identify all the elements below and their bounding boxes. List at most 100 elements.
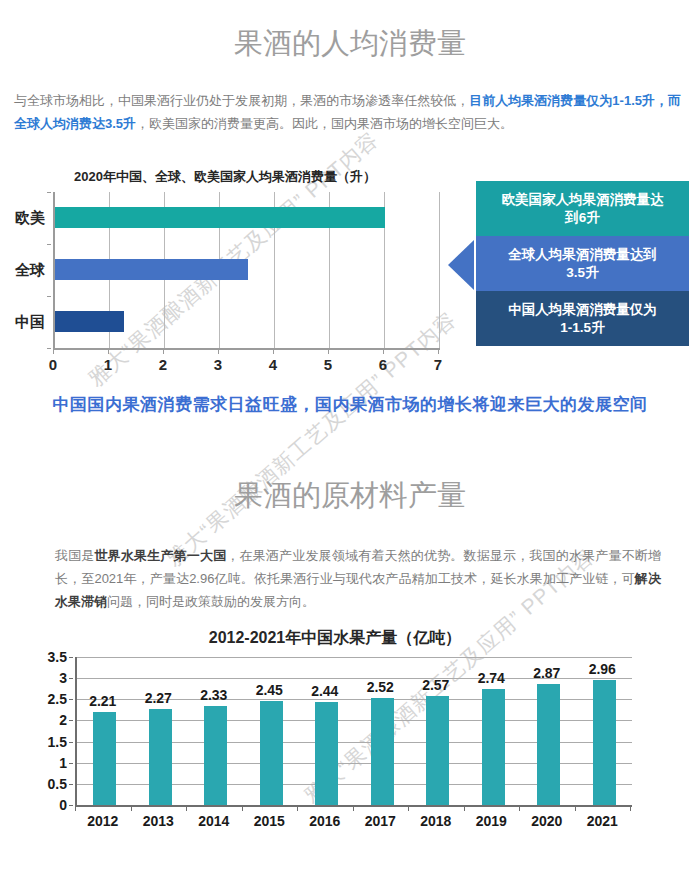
axis-tick (519, 807, 520, 811)
page: 雅大“果酒酿酒新工艺及应用” PPT内容雅大“果酒酿酒新工艺及应用” PPT内容… (0, 0, 700, 874)
x-axis-label: 1 (97, 356, 119, 373)
axis-tick (47, 296, 51, 297)
axis-tick (69, 805, 73, 806)
axis-tick (630, 807, 631, 811)
callout-arrow-icon (445, 239, 475, 291)
bar-value-label: 2.21 (81, 693, 125, 709)
bar-2014 (204, 706, 227, 805)
axis-tick (383, 350, 384, 354)
axis-tick (69, 742, 73, 743)
gridline (77, 657, 632, 658)
y-axis-label: 0 (27, 797, 67, 813)
callout-box-0: 欧美国家人均果酒消费量达 到6升 (476, 181, 689, 236)
axis-tick (75, 807, 76, 811)
bar-欧美 (55, 207, 385, 228)
chart-consumption-plot (53, 192, 440, 350)
chart-consumption-title: 2020年中国、全球、欧美国家人均果酒消费量（升） (13, 168, 437, 186)
x-axis-label: 5 (317, 356, 339, 373)
axis-tick (69, 678, 73, 679)
axis-tick (53, 350, 54, 354)
bar-value-label: 2.96 (580, 661, 624, 677)
chart-consumption: 2020年中国、全球、欧美国家人均果酒消费量（升） 0 1 2 3 4 5 6 7 欧美全球中国 (0, 160, 460, 380)
bar-2020 (537, 684, 560, 805)
axis-tick (69, 657, 73, 658)
category-label: 全球 (0, 261, 45, 280)
text-segment: 我国是 (55, 548, 95, 563)
bar-2018 (426, 696, 449, 805)
bar-value-label: 2.33 (192, 687, 236, 703)
category-label: 欧美 (0, 209, 45, 228)
callout-box-1: 全球人均果酒消费量达到 3.5升 (476, 236, 689, 291)
y-axis-label: 2.5 (27, 691, 67, 707)
callout-group: 欧美国家人均果酒消费量达 到6升全球人均果酒消费量达到 3.5升中国人均果酒消费… (476, 181, 689, 346)
axis-tick (47, 348, 51, 349)
y-axis-label: 1.5 (27, 734, 67, 750)
axis-tick (575, 807, 576, 811)
x-axis-label: 6 (372, 356, 394, 373)
bar-2012 (93, 712, 116, 805)
axis-tick (353, 807, 354, 811)
x-axis-label: 2015 (244, 813, 294, 829)
x-axis-label: 0 (42, 356, 64, 373)
x-axis-label: 3 (207, 356, 229, 373)
text-segment: 与全球市场相比，中国果酒行业仍处于发展初期，果酒的市场渗透率任然较低， (14, 93, 469, 108)
conclusion-headline: 中国国内果酒消费需求日益旺盛，国内果酒市场的增长将迎来巨大的发展空间 (0, 393, 700, 416)
x-axis-label: 2014 (189, 813, 239, 829)
axis-tick (69, 763, 73, 764)
bar-value-label: 2.74 (469, 670, 513, 686)
axis-tick (69, 720, 73, 721)
materials-paragraph: 我国是世界水果生产第一大国，在果酒产业发展领域有着天然的优势。数据显示，我国的水… (55, 544, 661, 613)
x-axis-label: 7 (427, 356, 449, 373)
axis-tick (47, 244, 51, 245)
y-axis-label: 2 (27, 712, 67, 728)
intro-paragraph: 与全球市场相比，中国果酒行业仍处于发展初期，果酒的市场渗透率任然较低，目前人均果… (14, 89, 681, 135)
x-axis-label: 2 (152, 356, 174, 373)
axis-tick (69, 699, 73, 700)
bar-2015 (260, 701, 283, 805)
x-axis-label: 2016 (300, 813, 350, 829)
axis-tick (242, 807, 243, 811)
gridline (439, 192, 440, 348)
bar-value-label: 2.45 (247, 682, 291, 698)
x-axis-label: 2017 (355, 813, 405, 829)
chart-fruit-production: 2012-2021年中国水果产量（亿吨） 00.511.522.533.52.2… (0, 626, 700, 846)
bar-value-label: 2.44 (303, 683, 347, 699)
bar-2021 (593, 680, 616, 805)
bar-2016 (315, 702, 338, 805)
bar-value-label: 2.52 (358, 679, 402, 695)
text-segment: ，欧美国家的消费量更高。因此，国内果酒市场的增长空间巨大。 (136, 116, 513, 131)
x-axis-label: 2013 (133, 813, 183, 829)
x-axis-label: 2019 (466, 813, 516, 829)
x-axis-label: 4 (262, 356, 284, 373)
axis-tick (218, 350, 219, 354)
axis-tick (273, 350, 274, 354)
axis-tick (163, 350, 164, 354)
section2-title: 果酒的原材料产量 (0, 476, 700, 516)
axis-tick (69, 784, 73, 785)
y-axis-label: 1 (27, 755, 67, 771)
axis-tick (297, 807, 298, 811)
bar-2013 (149, 709, 172, 805)
category-label: 中国 (0, 313, 45, 332)
axis-tick (131, 807, 132, 811)
bar-中国 (55, 311, 124, 332)
chart-fruit-production-title: 2012-2021年中国水果产量（亿吨） (20, 628, 650, 649)
y-axis-label: 3 (27, 670, 67, 686)
bar-value-label: 2.87 (525, 665, 569, 681)
x-axis-label: 2018 (411, 813, 461, 829)
axis-tick (186, 807, 187, 811)
bar-value-label: 2.57 (414, 677, 458, 693)
text-segment: 世界水果生产第一大国 (95, 548, 227, 563)
callout-box-2: 中国人均果酒消费量仅为 1-1.5升 (476, 291, 689, 346)
bar-2017 (371, 698, 394, 805)
bar-2019 (482, 689, 505, 805)
axis-tick (438, 350, 439, 354)
axis-tick (408, 807, 409, 811)
y-axis-label: 0.5 (27, 776, 67, 792)
axis-tick (464, 807, 465, 811)
section1-title: 果酒的人均消费量 (0, 24, 700, 64)
axis-tick (328, 350, 329, 354)
x-axis-label: 2020 (522, 813, 572, 829)
x-axis-label: 2021 (577, 813, 627, 829)
bar-value-label: 2.27 (136, 690, 180, 706)
